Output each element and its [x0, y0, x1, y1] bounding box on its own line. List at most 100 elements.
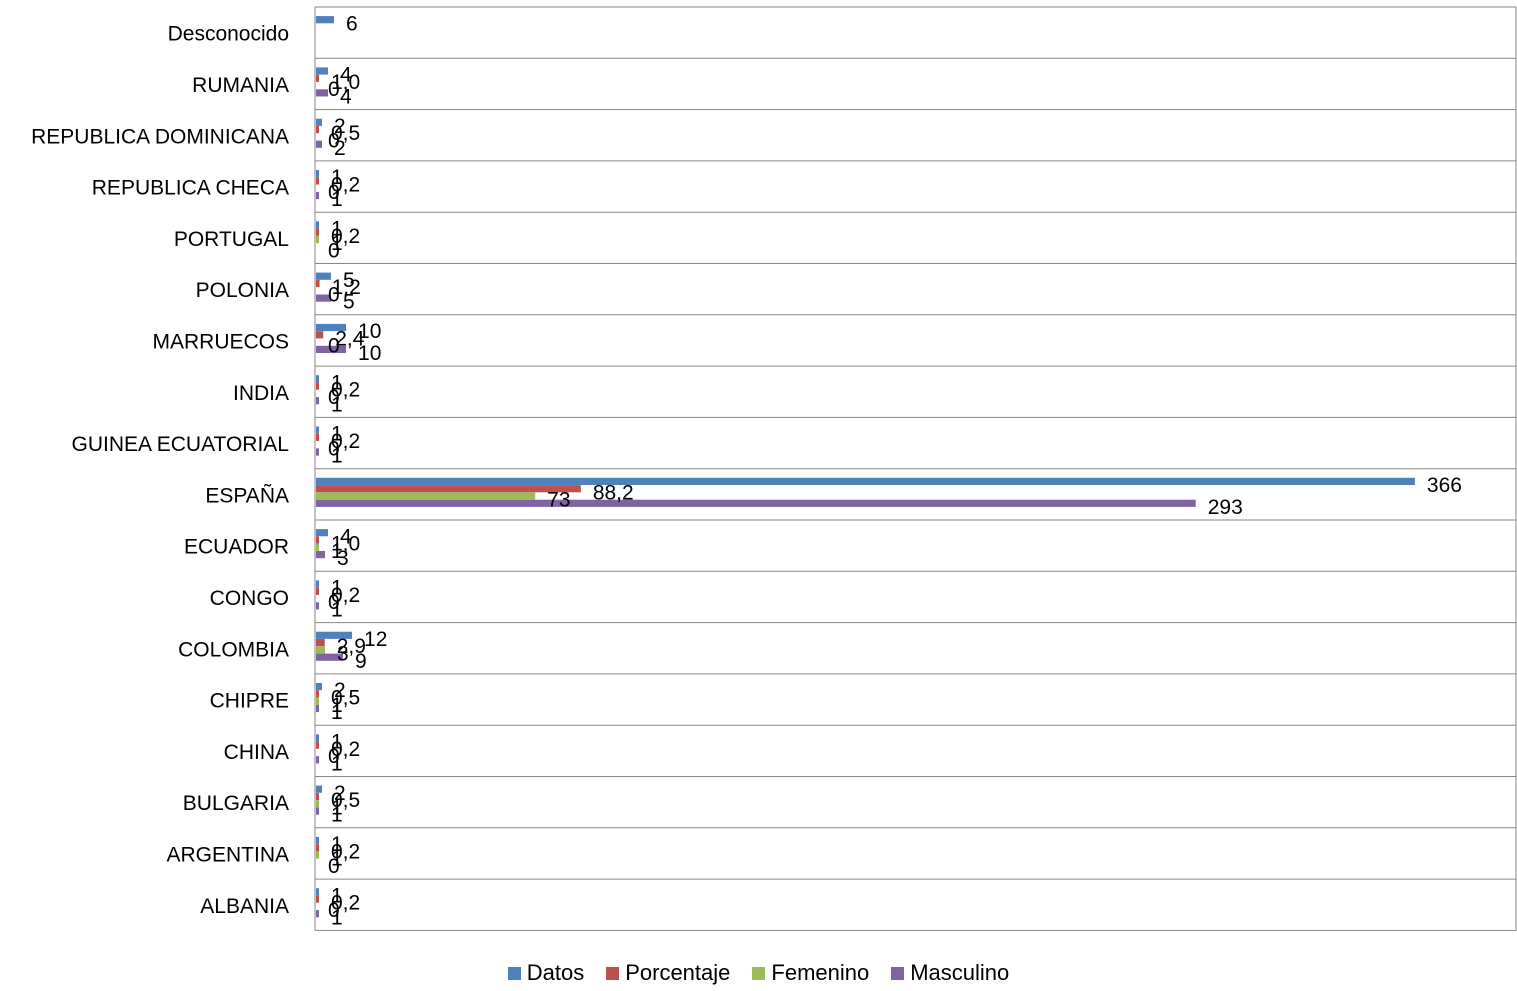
data-label: 1	[331, 218, 343, 241]
data-label: 2	[334, 782, 346, 805]
bar-femenino	[316, 646, 326, 654]
data-label: 1,0	[331, 533, 360, 556]
grid-lines	[315, 6, 1517, 931]
category-label: COLOMBIA	[178, 638, 289, 661]
bar-porcentaje	[316, 331, 324, 339]
category-label: REPUBLICA CHECA	[92, 177, 289, 200]
bar-datos	[316, 888, 320, 896]
data-label: 73	[547, 489, 570, 512]
data-label: 12	[364, 628, 387, 651]
data-label: 0,5	[331, 122, 360, 145]
data-label: 366	[1427, 474, 1462, 497]
bar-porcentaje	[316, 126, 319, 134]
data-label: 5	[343, 291, 355, 314]
legend: Datos Porcentaje Femenino Masculino	[0, 960, 1517, 986]
bar-datos	[316, 170, 320, 178]
category-label: CONGO	[210, 587, 289, 610]
category-label: ECUADOR	[184, 536, 289, 559]
legend-swatch	[606, 966, 620, 980]
data-label: 2,4	[335, 327, 365, 350]
data-label: 0,2	[331, 430, 360, 453]
data-label: 0	[328, 386, 340, 409]
data-label: 0,2	[331, 840, 360, 863]
data-label: 0	[328, 283, 340, 306]
data-label: 10	[358, 320, 381, 343]
data-label: 1	[331, 445, 343, 468]
category-label: REPUBLICA DOMINICANA	[31, 125, 289, 148]
bar-porcentaje	[316, 690, 319, 698]
category-label: POLONIA	[196, 279, 289, 302]
data-label: 0,5	[331, 789, 360, 812]
bar-masculino	[316, 602, 320, 610]
bar-datos	[316, 580, 320, 588]
legend-label: Datos	[526, 960, 585, 985]
data-label: 1	[331, 166, 343, 189]
data-label: 2	[334, 115, 346, 138]
data-label: 1	[331, 694, 343, 717]
bar-datos	[316, 426, 320, 434]
bar-datos	[316, 529, 329, 537]
legend-swatch	[752, 966, 766, 980]
data-label: 3	[337, 643, 349, 666]
legend-label: Femenino	[771, 960, 870, 985]
data-label: 1	[331, 804, 343, 827]
bar-femenino	[316, 851, 320, 859]
bar-masculino	[316, 89, 329, 97]
data-label: 4	[340, 86, 352, 109]
bar-datos	[316, 375, 320, 383]
data-label: 0	[328, 130, 340, 153]
data-label: 1	[331, 599, 343, 622]
bar-porcentaje	[316, 228, 319, 236]
bar-porcentaje	[316, 639, 325, 647]
category-label: PORTUGAL	[174, 228, 289, 251]
legend-item: Femenino	[752, 960, 869, 986]
legend-label: Masculino	[910, 960, 1010, 985]
bar-porcentaje	[316, 536, 320, 544]
data-label: 3	[337, 547, 349, 570]
bar-masculino	[316, 756, 320, 764]
data-label: 9	[355, 650, 367, 673]
bar-porcentaje	[316, 485, 581, 493]
data-label: 0	[328, 239, 340, 262]
data-label: 1	[331, 540, 343, 563]
data-label: 1	[331, 833, 343, 856]
bar-masculino	[316, 140, 323, 148]
data-label: 1	[331, 731, 343, 754]
data-label: 4	[340, 64, 352, 87]
data-label: 0,2	[331, 225, 360, 248]
category-label: ARGENTINA	[166, 843, 289, 866]
legend-swatch	[891, 966, 905, 980]
bar-datos	[316, 631, 353, 639]
bar-femenino	[316, 800, 320, 808]
bar-datos	[316, 836, 320, 845]
bar-datos	[316, 67, 329, 75]
bar-masculino	[316, 807, 320, 815]
bar-masculino	[316, 551, 326, 559]
bar-masculino	[316, 345, 347, 353]
legend-swatch	[507, 966, 521, 980]
data-label: 0	[328, 899, 340, 922]
data-label: 1	[331, 884, 343, 907]
bar-datos	[316, 683, 323, 691]
data-label: 1	[331, 796, 343, 819]
legend-item: Masculino	[891, 960, 1009, 986]
data-label: 0,2	[331, 892, 360, 915]
bar-datos	[316, 323, 347, 332]
bar-datos	[316, 221, 320, 229]
bar-porcentaje	[316, 382, 319, 390]
bar-masculino	[316, 653, 344, 661]
data-label: 0,5	[331, 687, 360, 710]
data-label: 0	[328, 745, 340, 768]
data-label: 4	[340, 525, 352, 548]
bar-datos	[316, 272, 332, 280]
data-label: 1	[331, 188, 343, 211]
category-label: CHIPRE	[210, 690, 289, 713]
bar-porcentaje	[316, 792, 319, 801]
category-label: CHINA	[224, 741, 289, 764]
data-label: 1,0	[331, 71, 360, 94]
category-label: ESPAÑA	[205, 483, 289, 507]
bar-porcentaje	[316, 279, 320, 288]
data-label: 2,9	[337, 635, 366, 658]
category-label: GUINEA ECUATORIAL	[72, 433, 289, 456]
